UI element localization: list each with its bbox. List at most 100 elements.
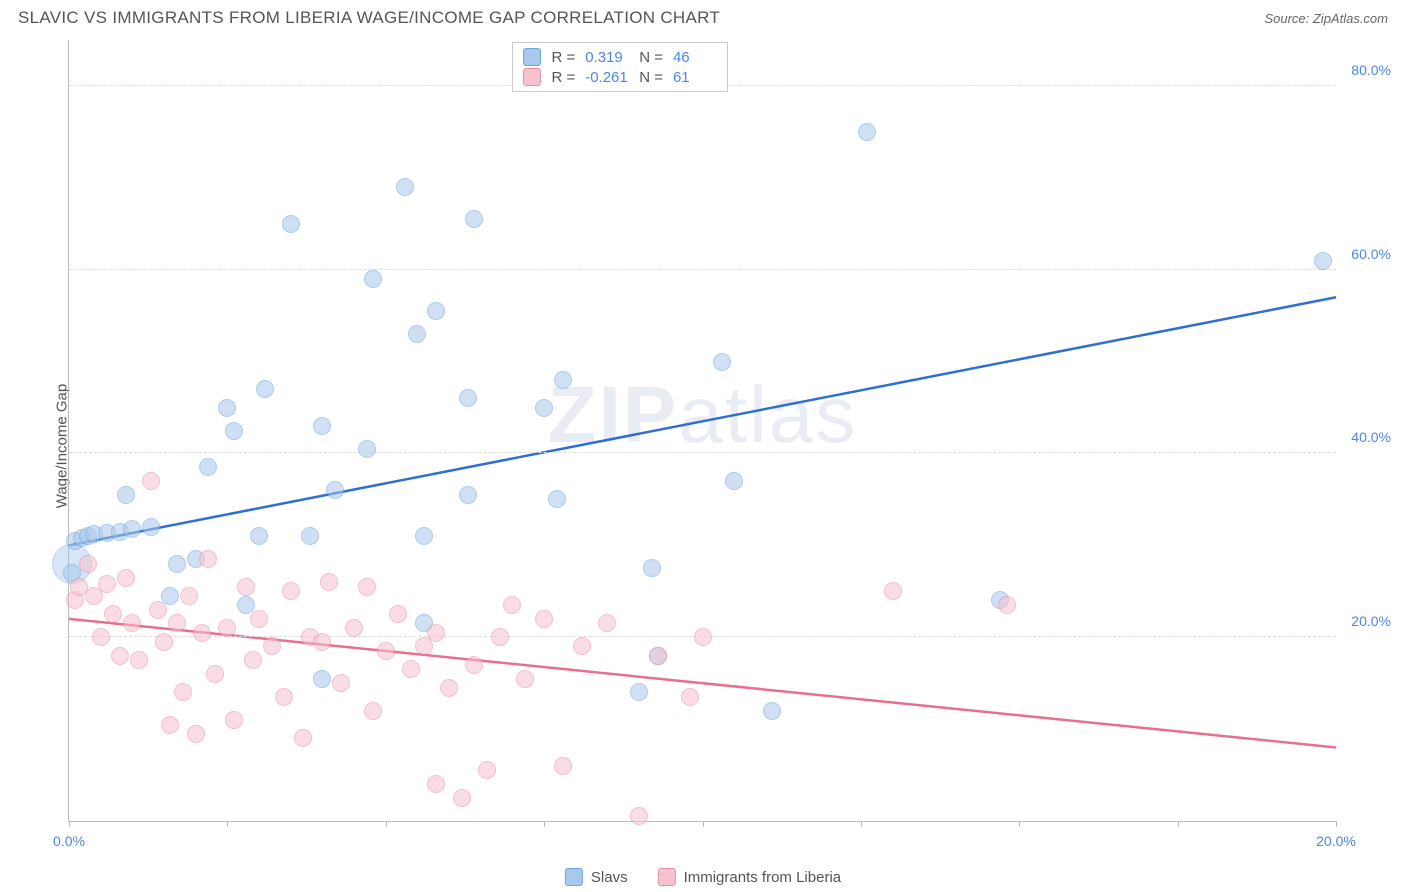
stat-r-value: -0.261 xyxy=(585,69,629,86)
scatter-point-slavs xyxy=(713,353,731,371)
scatter-point-liberia xyxy=(427,624,445,642)
scatter-point-liberia xyxy=(332,674,350,692)
legend-swatch-slavs xyxy=(565,868,583,886)
stat-n-value: 61 xyxy=(673,69,717,86)
stats-box: R = 0.319 N = 46 R = -0.261 N = 61 xyxy=(512,42,728,92)
scatter-point-liberia xyxy=(282,582,300,600)
scatter-point-slavs xyxy=(168,555,186,573)
legend-swatch-liberia xyxy=(658,868,676,886)
plot: ZIPatlas 20.0%40.0%60.0%80.0%0.0%20.0%R … xyxy=(68,40,1336,822)
stats-row-liberia: R = -0.261 N = 61 xyxy=(523,67,717,87)
scatter-point-liberia xyxy=(294,729,312,747)
scatter-point-slavs xyxy=(643,559,661,577)
scatter-point-liberia xyxy=(377,642,395,660)
scatter-point-slavs xyxy=(415,527,433,545)
scatter-point-liberia xyxy=(244,651,262,669)
scatter-point-slavs xyxy=(199,458,217,476)
scatter-point-liberia xyxy=(465,656,483,674)
scatter-point-liberia xyxy=(98,575,116,593)
stat-n-label: N = xyxy=(639,49,663,66)
scatter-point-liberia xyxy=(535,610,553,628)
scatter-point-slavs xyxy=(313,670,331,688)
legend-item-slavs: Slavs xyxy=(565,868,628,886)
scatter-point-slavs xyxy=(554,371,572,389)
x-tick-label: 20.0% xyxy=(1316,833,1356,849)
stat-n-value: 46 xyxy=(673,49,717,66)
y-tick-label: 80.0% xyxy=(1351,62,1391,78)
scatter-point-liberia xyxy=(79,555,97,573)
legend-swatch-liberia xyxy=(523,68,541,86)
x-tick xyxy=(1336,821,1337,827)
scatter-point-liberia xyxy=(358,578,376,596)
scatter-point-slavs xyxy=(408,325,426,343)
chart-title: SLAVIC VS IMMIGRANTS FROM LIBERIA WAGE/I… xyxy=(18,8,720,28)
scatter-point-liberia xyxy=(313,633,331,651)
stat-r-label: R = xyxy=(551,69,575,86)
scatter-point-slavs xyxy=(535,399,553,417)
scatter-point-liberia xyxy=(649,647,667,665)
scatter-point-liberia xyxy=(199,550,217,568)
scatter-point-slavs xyxy=(548,490,566,508)
scatter-point-liberia xyxy=(275,688,293,706)
scatter-point-liberia xyxy=(104,605,122,623)
scatter-point-liberia xyxy=(206,665,224,683)
gridline xyxy=(69,269,1336,270)
scatter-point-liberia xyxy=(161,716,179,734)
scatter-point-liberia xyxy=(402,660,420,678)
scatter-point-liberia xyxy=(225,711,243,729)
scatter-point-liberia xyxy=(174,683,192,701)
scatter-point-liberia xyxy=(111,647,129,665)
scatter-point-slavs xyxy=(358,440,376,458)
stat-r-label: R = xyxy=(551,49,575,66)
scatter-point-liberia xyxy=(503,596,521,614)
scatter-point-slavs xyxy=(301,527,319,545)
source-value: ZipAtlas.com xyxy=(1313,11,1388,26)
scatter-point-slavs xyxy=(459,389,477,407)
trend-line-slavs xyxy=(69,297,1336,545)
scatter-point-liberia xyxy=(345,619,363,637)
scatter-point-slavs xyxy=(396,178,414,196)
scatter-point-slavs xyxy=(123,520,141,538)
x-tick xyxy=(1178,821,1179,827)
scatter-point-liberia xyxy=(142,472,160,490)
legend-swatch-slavs xyxy=(523,48,541,66)
plot-area: Wage/Income Gap ZIPatlas 20.0%40.0%60.0%… xyxy=(48,40,1396,852)
scatter-point-liberia xyxy=(130,651,148,669)
scatter-point-slavs xyxy=(282,215,300,233)
y-tick-label: 60.0% xyxy=(1351,246,1391,262)
stat-n-label: N = xyxy=(639,69,663,86)
legend-label: Slavs xyxy=(591,869,628,886)
scatter-point-slavs xyxy=(250,527,268,545)
bottom-legend: Slavs Immigrants from Liberia xyxy=(565,868,841,886)
scatter-point-slavs xyxy=(763,702,781,720)
scatter-point-liberia xyxy=(453,789,471,807)
scatter-point-liberia xyxy=(364,702,382,720)
legend-label: Immigrants from Liberia xyxy=(684,869,842,886)
trend-lines-svg xyxy=(69,40,1336,821)
scatter-point-liberia xyxy=(491,628,509,646)
gridline xyxy=(69,452,1336,453)
x-tick xyxy=(861,821,862,827)
x-tick xyxy=(227,821,228,827)
scatter-point-slavs xyxy=(1314,252,1332,270)
scatter-point-liberia xyxy=(320,573,338,591)
scatter-point-liberia xyxy=(389,605,407,623)
stat-r-value: 0.319 xyxy=(585,49,629,66)
scatter-point-slavs xyxy=(459,486,477,504)
scatter-point-liberia xyxy=(193,624,211,642)
scatter-point-liberia xyxy=(180,587,198,605)
scatter-point-liberia xyxy=(149,601,167,619)
x-tick xyxy=(544,821,545,827)
scatter-point-liberia xyxy=(415,637,433,655)
scatter-point-slavs xyxy=(858,123,876,141)
scatter-point-liberia xyxy=(218,619,236,637)
scatter-point-liberia xyxy=(440,679,458,697)
scatter-point-liberia xyxy=(573,637,591,655)
scatter-point-liberia xyxy=(554,757,572,775)
scatter-point-liberia xyxy=(237,578,255,596)
x-tick-label: 0.0% xyxy=(53,833,85,849)
scatter-point-liberia xyxy=(263,637,281,655)
scatter-point-liberia xyxy=(427,775,445,793)
scatter-point-liberia xyxy=(630,807,648,825)
scatter-point-liberia xyxy=(187,725,205,743)
